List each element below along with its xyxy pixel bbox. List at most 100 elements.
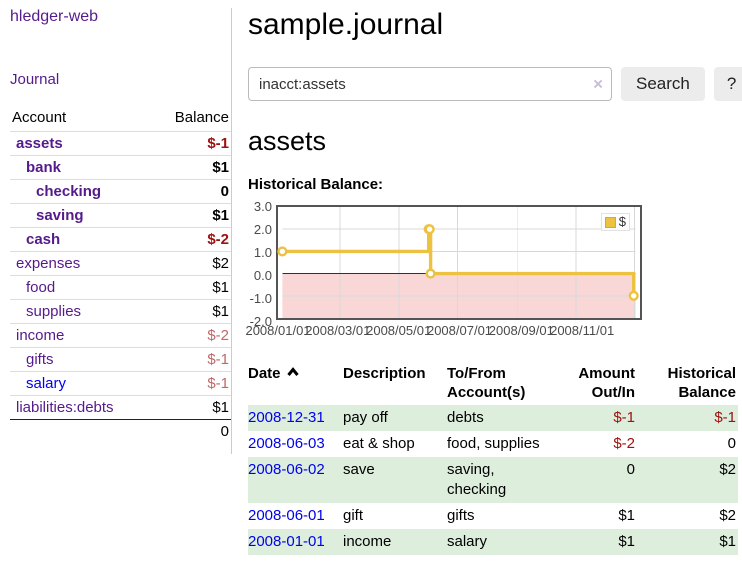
account-link[interactable]: saving — [36, 207, 84, 224]
transaction-amount: $-1 — [613, 409, 635, 426]
account-link[interactable]: gifts — [26, 351, 54, 368]
sidebar-account-row: food $1 — [10, 275, 231, 299]
account-link[interactable]: salary — [26, 375, 67, 392]
accounts-rows: assets $-1 bank $1 checking 0 saving $1 cash $-2 e… — [10, 131, 231, 419]
account-balance: $-1 — [207, 135, 229, 152]
register-row: 2008-06-03 eat & shop food, supplies $-2 0 — [248, 431, 738, 457]
help-button[interactable]: ? — [713, 67, 742, 101]
register-row: 2008-12-31 pay off debts $-1 $-1 — [248, 405, 738, 431]
y-tick-label: -1.0 — [249, 291, 272, 306]
account-balance: $-1 — [207, 375, 229, 392]
column-header-label: Description — [343, 365, 426, 382]
account-link[interactable]: assets — [16, 135, 63, 152]
account-link[interactable]: supplies — [26, 303, 82, 320]
account-heading: assets — [248, 126, 327, 156]
account-link[interactable]: bank — [26, 159, 62, 176]
account-link[interactable]: cash — [26, 231, 61, 248]
column-header-to-from-account-s: To/From Account(s) — [447, 361, 565, 405]
column-header-label: To/From Account(s) — [447, 365, 526, 401]
account-balance: $1 — [212, 303, 229, 320]
transaction-balance: $-1 — [714, 409, 736, 426]
sidebar: hledger-web Journal Account Balance asse… — [10, 8, 232, 454]
register-body: 2008-12-31 pay off debts $-1 $-1 2008-06-03 ea… — [248, 405, 738, 555]
column-header-date[interactable]: Date — [248, 361, 343, 405]
balance-column-header: Balance — [174, 109, 229, 126]
sort-ascending-icon — [286, 367, 299, 376]
brand-link[interactable]: hledger-web — [10, 8, 99, 25]
column-header-label: Amount Out/In — [578, 365, 635, 401]
chart-plot — [276, 205, 642, 320]
sidebar-account-row: expenses $2 — [10, 251, 231, 275]
sidebar-account-row: salary $-1 — [10, 371, 231, 395]
column-header-description: Description — [343, 361, 447, 405]
sidebar-account-row: income $-2 — [10, 323, 231, 347]
x-tick-label: 2008/01/01 — [245, 323, 311, 338]
account-link[interactable]: expenses — [16, 255, 81, 272]
transaction-date-cell: 2008-06-03 — [248, 431, 343, 457]
account-link[interactable]: food — [26, 279, 56, 296]
account-balance: $-2 — [207, 231, 229, 248]
series-swatch-icon — [604, 216, 616, 228]
data-point-marker — [628, 290, 639, 301]
transaction-accounts: saving, checking — [447, 461, 507, 498]
x-tick-label: 2008/09/01 — [488, 323, 554, 338]
sidebar-account-row: cash $-2 — [10, 227, 231, 251]
search-input[interactable] — [248, 67, 612, 101]
accounts-total-row: 0 — [10, 419, 231, 444]
y-tick-label: 1.0 — [253, 245, 272, 260]
x-tick-label: 2008/03/01 — [305, 323, 371, 338]
transaction-description: income — [343, 533, 392, 550]
chart-legend: $ — [600, 213, 630, 231]
account-balance: $-1 — [207, 351, 229, 368]
data-point-marker — [425, 268, 436, 279]
search-field-wrap: × — [248, 67, 612, 101]
transaction-date-link[interactable]: 2008-06-02 — [248, 461, 325, 478]
transaction-date-link[interactable]: 2008-01-01 — [248, 533, 325, 550]
column-header-label: Historical Balance — [667, 365, 736, 401]
data-point-marker — [277, 246, 288, 257]
account-column-header: Account — [12, 109, 67, 126]
transaction-description: pay off — [343, 409, 388, 426]
account-link[interactable]: income — [16, 327, 65, 344]
sidebar-account-row: assets $-1 — [10, 131, 231, 155]
transaction-date-cell: 2008-12-31 — [248, 405, 343, 431]
transaction-balance: $1 — [719, 533, 736, 550]
accounts-total-value: 0 — [220, 423, 229, 440]
account-balance: $1 — [212, 207, 229, 224]
y-axis-labels: 3.0 2.0 1.0 0.0 -1.0 -2.0 — [248, 200, 276, 339]
y-tick-label: 3.0 — [253, 199, 272, 214]
series-label: $ — [618, 214, 626, 229]
transaction-amount: $-2 — [613, 435, 635, 452]
transaction-date-link[interactable]: 2008-06-01 — [248, 507, 325, 524]
account-link[interactable]: liabilities:debts — [16, 399, 114, 416]
sidebar-account-row: bank $1 — [10, 155, 231, 179]
column-header-amount-out-in: Amount Out/In — [565, 361, 645, 405]
data-point-marker — [424, 224, 435, 235]
register-header-row: Date Description To/From Account(s) Amount … — [248, 361, 738, 405]
plot-area: $ 2008/01/01 2008/03/01 2008/05/01 2008/07/… — [245, 205, 642, 339]
transaction-date-link[interactable]: 2008-12-31 — [248, 409, 325, 426]
account-link[interactable]: checking — [36, 183, 102, 200]
register-table: Date Description To/From Account(s) Amount … — [248, 361, 738, 555]
transaction-date-cell: 2008-06-02 — [248, 457, 343, 503]
register-row: 2008-01-01 income salary $1 $1 — [248, 529, 738, 555]
sidebar-account-row: liabilities:debts $1 — [10, 395, 231, 419]
y-tick-label: 0.0 — [253, 268, 272, 283]
x-tick-label: 2008/07/01 — [426, 323, 493, 338]
search-form: × Search ? — [248, 67, 742, 101]
transaction-balance: $2 — [719, 461, 736, 478]
sidebar-account-row: checking 0 — [10, 179, 231, 203]
sidebar-account-row: gifts $-1 — [10, 347, 231, 371]
search-button[interactable]: Search — [621, 67, 705, 101]
account-balance: $1 — [212, 399, 229, 416]
account-balance: $1 — [212, 159, 229, 176]
transaction-date-link[interactable]: 2008-06-03 — [248, 435, 325, 452]
main-content: sample.journal × Search ? assets Histori… — [232, 8, 742, 582]
y-tick-label: -2.0 — [249, 314, 272, 329]
column-header-historical-balance: Historical Balance — [645, 361, 738, 405]
clear-search-icon[interactable]: × — [593, 74, 603, 94]
sidebar-item-journal[interactable]: Journal — [10, 71, 60, 88]
x-axis-labels: 2008/01/01 2008/03/01 2008/05/01 2008/07/01… — [245, 323, 642, 339]
sidebar-account-row: saving $1 — [10, 203, 231, 227]
